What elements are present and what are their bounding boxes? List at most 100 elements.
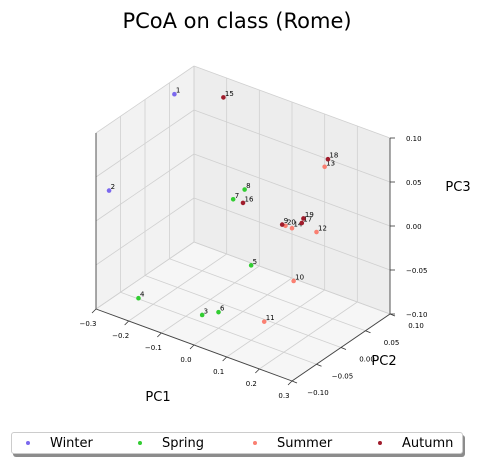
grid-line bbox=[95, 241, 195, 310]
x-tick-label: 0.3 bbox=[278, 392, 289, 400]
data-point-spring bbox=[230, 197, 236, 202]
x-tick-label: 0.2 bbox=[246, 380, 257, 388]
x-tick-label: −0.3 bbox=[80, 320, 97, 328]
grid-line bbox=[193, 65, 391, 139]
point-label: 6 bbox=[220, 305, 225, 313]
data-point-autumn bbox=[221, 95, 226, 100]
legend-marker-icon bbox=[138, 440, 142, 445]
y-tick-label: 0.05 bbox=[384, 339, 400, 347]
data-point-summer bbox=[322, 164, 327, 170]
point-label: 3 bbox=[204, 307, 208, 315]
x-tick-label: −0.2 bbox=[112, 332, 129, 340]
point-label: 8 bbox=[246, 182, 250, 190]
legend-marker-icon bbox=[253, 440, 257, 445]
data-point-winter bbox=[172, 91, 177, 97]
grid-line bbox=[169, 258, 366, 332]
legend-label-autumn: Autumn bbox=[402, 436, 454, 451]
x-tick-mark bbox=[255, 368, 260, 374]
data-point-autumn bbox=[301, 216, 306, 221]
legend-item-autumn: Autumn bbox=[378, 436, 453, 451]
x-tick-mark bbox=[189, 344, 195, 350]
legend-marker-icon bbox=[26, 440, 30, 445]
point-label: 12 bbox=[318, 225, 327, 233]
z-axis-title: PC3 bbox=[445, 180, 470, 195]
data-point-spring bbox=[216, 309, 221, 315]
data-point-autumn bbox=[325, 156, 331, 162]
data-point-summer bbox=[289, 225, 295, 231]
data-point-spring bbox=[248, 263, 254, 268]
y-tick-label: 0.00 bbox=[359, 356, 375, 364]
grid-line bbox=[95, 153, 195, 222]
y-tick-label: −0.10 bbox=[307, 389, 328, 397]
x-tick-mark bbox=[157, 332, 162, 338]
point-label: 17 bbox=[303, 216, 312, 224]
grid-line bbox=[95, 109, 195, 178]
grid-line bbox=[95, 197, 195, 266]
y-tick-mark bbox=[291, 380, 298, 384]
point-label: 13 bbox=[326, 159, 335, 167]
legend-label-summer: Summer bbox=[277, 436, 333, 451]
legend-item-winter: Winter bbox=[26, 436, 93, 451]
point-label: 20 bbox=[287, 218, 296, 226]
x-tick-label: 0.1 bbox=[213, 368, 224, 376]
grid-line bbox=[193, 197, 391, 271]
z-tick-label: 0.00 bbox=[406, 223, 422, 231]
legend-label-winter: Winter bbox=[50, 436, 93, 451]
grid-line bbox=[193, 241, 391, 315]
data-point-spring bbox=[136, 295, 141, 301]
z-tick-label: −0.05 bbox=[406, 267, 427, 275]
grid-line bbox=[144, 275, 342, 348]
point-label: 19 bbox=[305, 211, 314, 219]
data-point-autumn bbox=[240, 200, 246, 206]
y-tick-mark bbox=[340, 347, 347, 350]
data-point-summer bbox=[261, 319, 267, 324]
data-point-spring bbox=[242, 187, 247, 192]
x-tick-mark bbox=[222, 356, 227, 362]
point-label: 10 bbox=[295, 273, 304, 281]
z-tick-label: 0.05 bbox=[406, 179, 422, 187]
y-tick-label: −0.05 bbox=[332, 372, 353, 380]
point-label: 5 bbox=[253, 258, 257, 266]
grid-line bbox=[95, 65, 195, 134]
point-label: 1 bbox=[176, 87, 180, 95]
x-axis-title: PC1 bbox=[145, 390, 170, 405]
y-tick-label: 0.10 bbox=[408, 322, 424, 330]
x-tick-mark bbox=[287, 380, 293, 386]
x-tick-mark bbox=[124, 320, 129, 326]
x-tick-label: 0.0 bbox=[180, 356, 191, 364]
z-tick-label: −0.10 bbox=[406, 311, 427, 319]
data-point-autumn bbox=[279, 222, 285, 227]
legend-label-spring: Spring bbox=[162, 436, 204, 451]
point-label: 18 bbox=[329, 152, 338, 160]
data-point-summer bbox=[314, 229, 319, 235]
grid-line bbox=[120, 291, 317, 365]
data-point-winter bbox=[106, 188, 112, 193]
z-tick-label: 0.10 bbox=[406, 135, 422, 143]
point-label: 7 bbox=[235, 192, 239, 200]
legend-item-spring: Spring bbox=[138, 436, 204, 451]
data-point-spring bbox=[199, 312, 205, 318]
y-tick-mark bbox=[365, 330, 371, 334]
chart-title: PCoA on class (Rome) bbox=[122, 9, 351, 33]
point-label: 11 bbox=[266, 314, 275, 322]
legend-marker-icon bbox=[378, 440, 382, 445]
grid-line bbox=[193, 153, 391, 227]
grid-line bbox=[193, 109, 391, 183]
point-label: 2 bbox=[111, 183, 115, 191]
data-point-summer bbox=[291, 278, 296, 284]
x-tick-label: −0.1 bbox=[145, 344, 162, 352]
chart-legend: Winter Spring Summer Autumn bbox=[11, 432, 463, 454]
data-point-autumn bbox=[299, 220, 305, 226]
point-label: 9 bbox=[284, 217, 288, 225]
axes-ticks: −0.3 −0.2 −0.1 0.0 0.1 0.2 0.3 −0.10 −0.05 0.00 0.… bbox=[80, 135, 428, 400]
y-axis-title: PC2 bbox=[371, 354, 396, 369]
y-tick-mark bbox=[316, 363, 322, 367]
axes-panes bbox=[96, 66, 390, 381]
point-label: 16 bbox=[245, 195, 254, 203]
point-label: 14 bbox=[294, 221, 303, 229]
x-tick-mark bbox=[91, 308, 97, 314]
point-label: 15 bbox=[225, 90, 234, 98]
point-label: 4 bbox=[140, 291, 145, 299]
